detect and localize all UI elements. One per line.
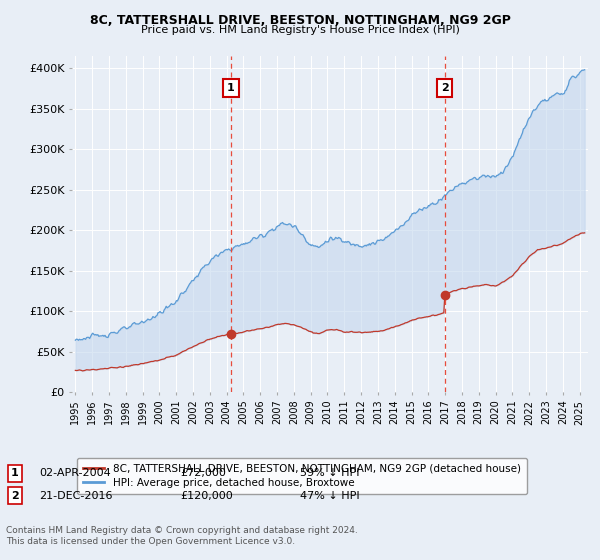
Text: 2: 2 bbox=[11, 491, 19, 501]
Text: 59% ↓ HPI: 59% ↓ HPI bbox=[300, 468, 359, 478]
Text: Price paid vs. HM Land Registry's House Price Index (HPI): Price paid vs. HM Land Registry's House … bbox=[140, 25, 460, 35]
Text: 02-APR-2004: 02-APR-2004 bbox=[39, 468, 111, 478]
Text: £72,000: £72,000 bbox=[180, 468, 226, 478]
Text: 1: 1 bbox=[11, 468, 19, 478]
Text: 8C, TATTERSHALL DRIVE, BEESTON, NOTTINGHAM, NG9 2GP: 8C, TATTERSHALL DRIVE, BEESTON, NOTTINGH… bbox=[89, 14, 511, 27]
Text: £120,000: £120,000 bbox=[180, 491, 233, 501]
Text: Contains HM Land Registry data © Crown copyright and database right 2024.
This d: Contains HM Land Registry data © Crown c… bbox=[6, 526, 358, 546]
Text: 2: 2 bbox=[441, 83, 449, 94]
Text: 21-DEC-2016: 21-DEC-2016 bbox=[39, 491, 113, 501]
Text: 47% ↓ HPI: 47% ↓ HPI bbox=[300, 491, 359, 501]
Legend: 8C, TATTERSHALL DRIVE, BEESTON, NOTTINGHAM, NG9 2GP (detached house), HPI: Avera: 8C, TATTERSHALL DRIVE, BEESTON, NOTTINGH… bbox=[77, 458, 527, 494]
Text: 1: 1 bbox=[227, 83, 235, 94]
